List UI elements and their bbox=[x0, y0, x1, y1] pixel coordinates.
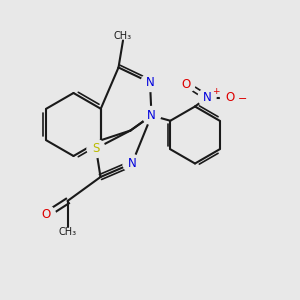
Circle shape bbox=[141, 74, 159, 92]
Text: O: O bbox=[225, 91, 234, 104]
Text: O: O bbox=[182, 77, 190, 91]
Text: +: + bbox=[212, 87, 219, 96]
Circle shape bbox=[220, 88, 238, 106]
Text: CH₃: CH₃ bbox=[114, 31, 132, 41]
Text: −: − bbox=[237, 94, 247, 104]
Text: N: N bbox=[147, 109, 156, 122]
Text: N: N bbox=[146, 76, 154, 89]
Circle shape bbox=[123, 154, 141, 172]
Text: S: S bbox=[92, 142, 100, 155]
Circle shape bbox=[198, 88, 216, 106]
Text: N: N bbox=[128, 157, 136, 170]
Text: O: O bbox=[42, 208, 51, 221]
Circle shape bbox=[38, 206, 56, 224]
Text: CH₃: CH₃ bbox=[58, 227, 76, 237]
Text: N: N bbox=[202, 91, 211, 104]
Circle shape bbox=[142, 106, 160, 124]
Circle shape bbox=[177, 75, 195, 93]
Circle shape bbox=[87, 140, 105, 158]
